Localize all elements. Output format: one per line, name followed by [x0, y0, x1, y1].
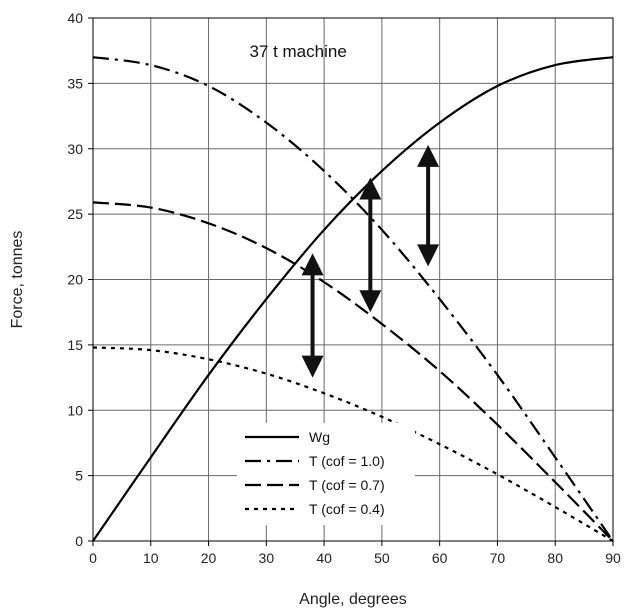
machine-annotation: 37 t machine	[249, 42, 346, 61]
axis-ticks	[88, 17, 614, 546]
x-tick-label: 70	[490, 550, 506, 566]
y-tick-label: 10	[67, 402, 83, 418]
legend-label-2: T (cof = 0.7)	[309, 477, 385, 493]
y-tick-label: 35	[67, 75, 83, 91]
y-axis-label: Force, tonnes	[9, 231, 26, 329]
arrow-head-down-0	[301, 355, 324, 378]
y-tick-label: 20	[67, 272, 83, 288]
series-lines	[92, 56, 614, 542]
arrow-head-up-2	[417, 144, 440, 167]
series-line-3	[92, 346, 614, 542]
legend-label-1: T (cof = 1.0)	[309, 453, 385, 469]
x-tick-label: 30	[259, 550, 275, 566]
x-axis-label: Angle, degrees	[299, 591, 407, 608]
x-tick-label: 20	[201, 550, 217, 566]
legend-label-0: Wg	[309, 429, 330, 445]
y-tick-label: 40	[67, 10, 83, 26]
x-tick-label: 60	[432, 550, 448, 566]
legend: Wg T (cof = 1.0) T (cof = 0.7) T (cof = 0.4…	[237, 423, 415, 525]
series-line-0	[92, 56, 614, 542]
x-tick-label: 40	[316, 550, 332, 566]
x-tick-label: 90	[605, 550, 621, 566]
x-tick-label: 50	[374, 550, 390, 566]
tick-labels: 0 10 20 30 40 50 60 70 80 90 0 5 10 15 20 25 30 35 40	[67, 10, 621, 566]
double-arrows	[301, 144, 440, 378]
y-tick-label: 5	[75, 468, 83, 484]
arrow-head-down-1	[359, 290, 382, 313]
y-tick-label: 15	[67, 337, 83, 353]
arrow-head-up-1	[359, 177, 382, 200]
x-tick-label: 10	[143, 550, 159, 566]
y-tick-label: 0	[75, 533, 83, 549]
series-line-1	[92, 56, 614, 542]
x-tick-label: 80	[547, 550, 563, 566]
arrow-head-down-2	[417, 244, 440, 267]
y-tick-label: 30	[67, 141, 83, 157]
x-tick-label: 0	[89, 550, 97, 566]
arrow-head-up-0	[301, 253, 324, 276]
series-line-2	[92, 201, 614, 542]
legend-label-3: T (cof = 0.4)	[309, 501, 385, 517]
y-tick-label: 25	[67, 206, 83, 222]
